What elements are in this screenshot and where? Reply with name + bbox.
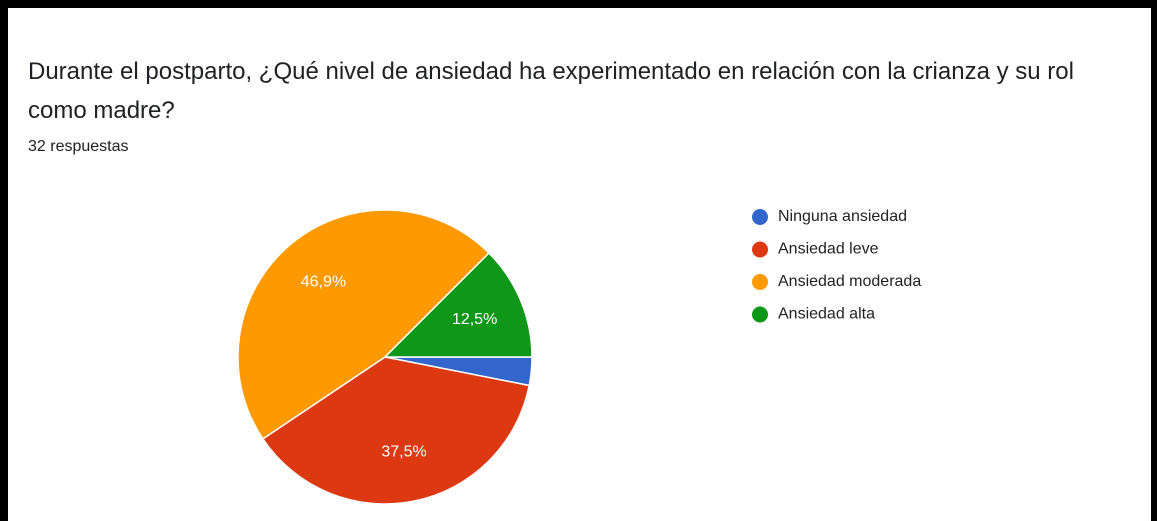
chart: 37,5% 46,9% 12,5% Ninguna ansiedad Ansiedad … xyxy=(237,208,921,505)
legend-swatch xyxy=(752,306,768,323)
response-count: 32 respuestas xyxy=(28,138,129,155)
legend-label: Ansiedad alta xyxy=(778,306,875,323)
pie-slice xyxy=(237,209,491,440)
legend-swatch xyxy=(752,209,768,225)
slice-label: 37,5% xyxy=(381,443,426,460)
question-title: como madre? xyxy=(28,97,175,124)
legend-swatch xyxy=(752,241,768,258)
legend-swatch xyxy=(752,274,768,290)
slice-label: 46,9% xyxy=(301,273,346,290)
question-title: Durante el postparto, ¿Qué nivel de ansi… xyxy=(28,58,1074,85)
legend-label: Ansiedad moderada xyxy=(778,273,921,290)
pie-slice xyxy=(261,356,531,505)
pie-slice xyxy=(383,251,533,358)
legend-label: Ninguna ansiedad xyxy=(778,208,907,225)
legend-label: Ansiedad leve xyxy=(778,241,879,258)
slice-label: 12,5% xyxy=(452,311,497,328)
